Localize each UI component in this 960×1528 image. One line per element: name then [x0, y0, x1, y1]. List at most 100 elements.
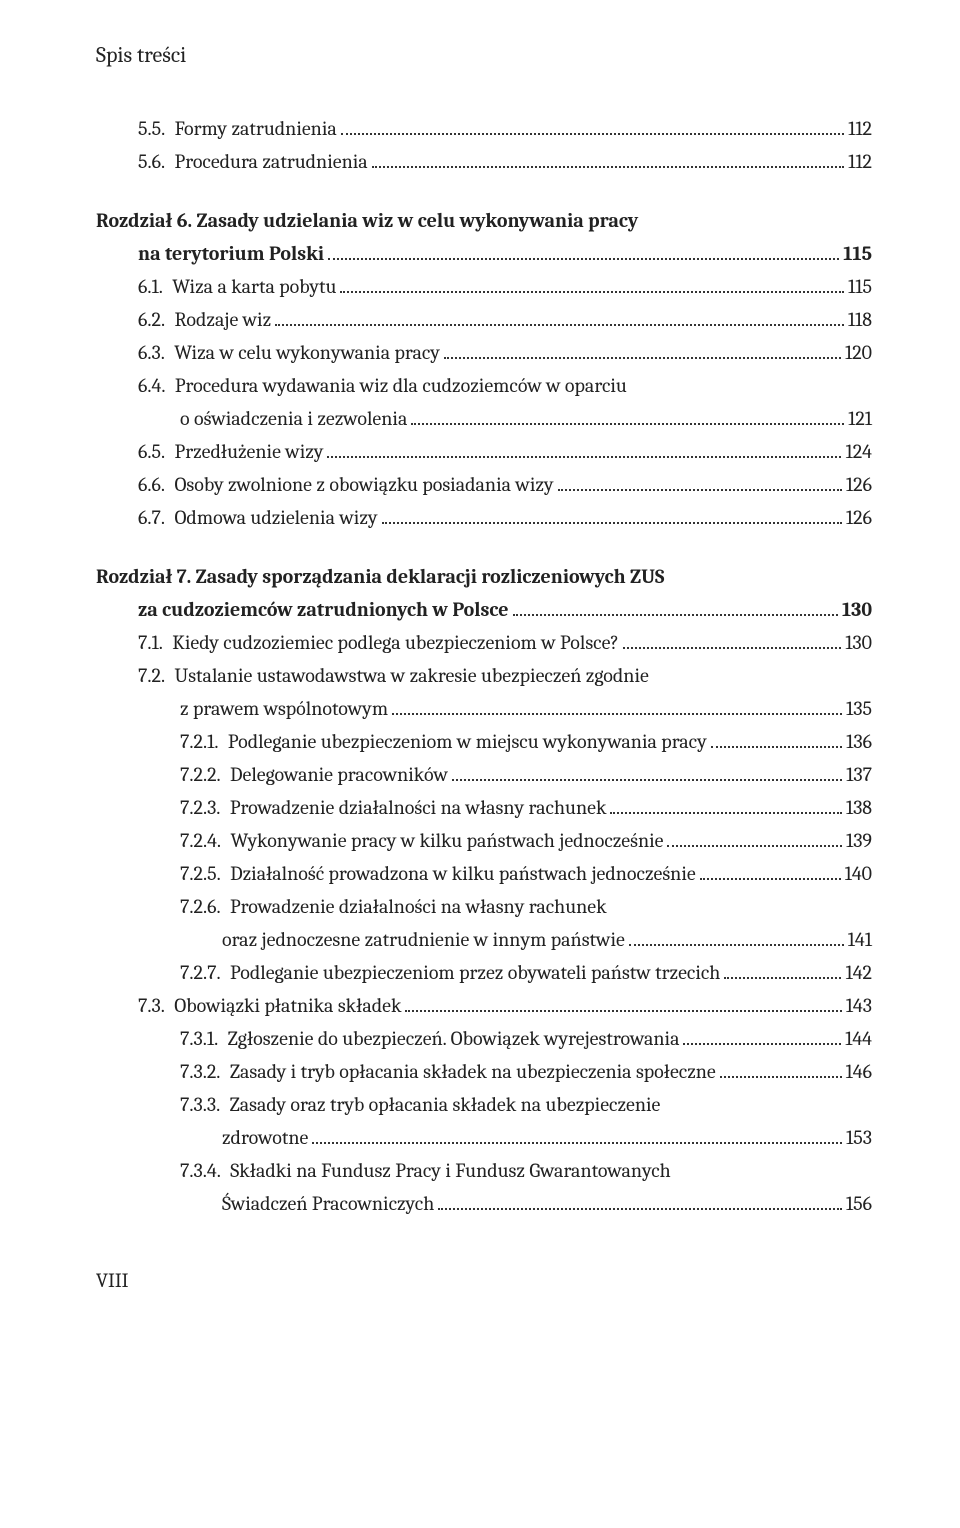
toc-entry: zdrowotne153 — [96, 1123, 872, 1152]
toc-gap — [96, 536, 872, 558]
toc-entry-label: 6.4. Procedura wydawania wiz dla cudzozi… — [138, 371, 627, 400]
toc-entry-page: 115 — [848, 272, 872, 301]
toc-entry-label: 7.3. Obowiązki płatnika składek — [138, 991, 401, 1020]
toc-entry-label: 7.3.3. Zasady oraz tryb opłacania składe… — [180, 1090, 660, 1119]
toc-entry: 6.5. Przedłużenie wizy 124 — [96, 437, 872, 466]
toc-entry: 7.2.1. Podleganie ubezpieczeniom w miejs… — [96, 727, 872, 756]
toc-entry-label: 6.2. Rodzaje wiz — [138, 305, 271, 334]
toc-entry-page: 126 — [846, 503, 872, 532]
toc-entry: Świadczeń Pracowniczych156 — [96, 1189, 872, 1218]
toc-entry: 7.2.5. Działalność prowadzona w kilku pa… — [96, 859, 872, 888]
toc-entry-label: na terytorium Polski — [138, 239, 324, 268]
toc-entry-page: 130 — [842, 595, 872, 624]
table-of-contents: 5.5. Formy zatrudnienia112 5.6. Procedura… — [96, 114, 872, 1218]
toc-entry-label: 7.2. Ustalanie ustawodawstwa w zakresie … — [138, 661, 649, 690]
toc-leader-dots — [312, 1124, 842, 1144]
toc-entry: 7.3.1. Zgłoszenie do ubezpieczeń. Obowią… — [96, 1024, 872, 1053]
toc-entry-page: 143 — [846, 991, 872, 1020]
toc-entry-page: 130 — [845, 628, 872, 657]
toc-entry: na terytorium Polski 115 — [96, 239, 872, 268]
toc-entry: Rozdział 6. Zasady udzielania wiz w celu… — [96, 206, 872, 235]
toc-leader-dots — [328, 240, 839, 260]
toc-entry: 6.6. Osoby zwolnione z obowiązku posiada… — [96, 470, 872, 499]
toc-entry: z prawem wspólnotowym 135 — [96, 694, 872, 723]
toc-entry-label: 7.3.2. Zasady i tryb opłacania składek n… — [180, 1057, 716, 1086]
toc-entry-label: 7.3.1. Zgłoszenie do ubezpieczeń. Obowią… — [180, 1024, 679, 1053]
toc-leader-dots — [275, 306, 844, 326]
toc-leader-dots — [372, 148, 844, 168]
running-head: Spis treści — [96, 40, 872, 72]
toc-entry-page: 126 — [846, 470, 872, 499]
toc-leader-dots — [452, 761, 842, 781]
toc-entry-label: 7.2.7. Podleganie ubezpieczeniom przez o… — [180, 958, 720, 987]
toc-leader-dots — [629, 926, 844, 946]
toc-entry-page: 140 — [845, 859, 872, 888]
toc-entry: 7.2.6. Prowadzenie działalności na własn… — [96, 892, 872, 921]
toc-leader-dots — [667, 827, 841, 847]
toc-entry-page: 141 — [848, 925, 872, 954]
toc-leader-dots — [700, 860, 841, 880]
toc-entry-page: 142 — [845, 958, 872, 987]
toc-entry: 7.2.2. Delegowanie pracowników137 — [96, 760, 872, 789]
toc-leader-dots — [610, 794, 841, 814]
toc-entry: 6.4. Procedura wydawania wiz dla cudzozi… — [96, 371, 872, 400]
toc-leader-dots — [720, 1058, 842, 1078]
toc-leader-dots — [558, 471, 842, 491]
toc-entry-label: 7.1. Kiedy cudzoziemiec podlega ubezpiec… — [138, 628, 619, 657]
page: Spis treści 5.5. Formy zatrudnienia1125.… — [0, 0, 960, 1335]
toc-entry-label: 6.1. Wiza a karta pobytu — [138, 272, 336, 301]
toc-leader-dots — [411, 405, 844, 425]
toc-leader-dots — [327, 438, 841, 458]
toc-leader-dots — [444, 339, 841, 359]
toc-entry: 5.5. Formy zatrudnienia112 — [96, 114, 872, 143]
toc-entry: 7.2.7. Podleganie ubezpieczeniom przez o… — [96, 958, 872, 987]
toc-leader-dots — [438, 1190, 842, 1210]
toc-leader-dots — [711, 728, 842, 748]
toc-entry: 7.3.4. Składki na Fundusz Pracy i Fundus… — [96, 1156, 872, 1185]
toc-entry-label: za cudzoziemców zatrudnionych w Polsce — [138, 595, 509, 624]
toc-entry-page: 115 — [843, 239, 872, 268]
page-folio: VIII — [96, 1266, 872, 1295]
toc-entry-label: z prawem wspólnotowym — [180, 694, 388, 723]
toc-entry-page: 138 — [846, 793, 872, 822]
toc-leader-dots — [341, 115, 844, 135]
toc-entry-page: 136 — [846, 727, 872, 756]
toc-entry: 7.3.3. Zasady oraz tryb opłacania składe… — [96, 1090, 872, 1119]
toc-entry-label: 6.6. Osoby zwolnione z obowiązku posiada… — [138, 470, 554, 499]
toc-entry-page: 124 — [845, 437, 872, 466]
toc-entry: 7.1. Kiedy cudzoziemiec podlega ubezpiec… — [96, 628, 872, 657]
toc-entry: 6.1. Wiza a karta pobytu 115 — [96, 272, 872, 301]
toc-entry-label: 7.3.4. Składki na Fundusz Pracy i Fundus… — [180, 1156, 671, 1185]
toc-entry-page: 139 — [846, 826, 872, 855]
toc-entry: 7.2. Ustalanie ustawodawstwa w zakresie … — [96, 661, 872, 690]
toc-entry-label: 6.5. Przedłużenie wizy — [138, 437, 323, 466]
toc-entry-page: 144 — [845, 1024, 872, 1053]
toc-entry-label: 6.7. Odmowa udzielenia wizy — [138, 503, 378, 532]
toc-entry-page: 156 — [846, 1189, 872, 1218]
toc-leader-dots — [683, 1025, 841, 1045]
toc-entry-page: 112 — [848, 114, 872, 143]
toc-entry-label: 5.6. Procedura zatrudnienia — [138, 147, 368, 176]
toc-entry-label: Rozdział 7. Zasady sporządzania deklarac… — [96, 562, 664, 591]
toc-entry: 6.2. Rodzaje wiz118 — [96, 305, 872, 334]
toc-leader-dots — [392, 695, 842, 715]
toc-entry: 7.2.4. Wykonywanie pracy w kilku państwa… — [96, 826, 872, 855]
toc-entry-page: 121 — [848, 404, 872, 433]
toc-entry-label: 7.2.5. Działalność prowadzona w kilku pa… — [180, 859, 696, 888]
toc-gap — [96, 180, 872, 202]
toc-entry: 6.7. Odmowa udzielenia wizy 126 — [96, 503, 872, 532]
toc-entry-label: oraz jednoczesne zatrudnienie w innym pa… — [222, 925, 625, 954]
toc-entry-label: 6.3. Wiza w celu wykonywania pracy — [138, 338, 440, 367]
toc-entry: 7.2.3. Prowadzenie działalności na własn… — [96, 793, 872, 822]
toc-entry-page: 146 — [846, 1057, 872, 1086]
toc-entry-page: 112 — [848, 147, 872, 176]
toc-leader-dots — [513, 596, 838, 616]
toc-leader-dots — [340, 273, 844, 293]
toc-entry-label: zdrowotne — [222, 1123, 308, 1152]
toc-entry: 7.3. Obowiązki płatnika składek 143 — [96, 991, 872, 1020]
toc-entry-label: 7.2.1. Podleganie ubezpieczeniom w miejs… — [180, 727, 707, 756]
toc-entry-page: 120 — [845, 338, 872, 367]
toc-entry: za cudzoziemców zatrudnionych w Polsce 13… — [96, 595, 872, 624]
toc-entry-label: 7.2.2. Delegowanie pracowników — [180, 760, 448, 789]
toc-entry-page: 135 — [846, 694, 872, 723]
